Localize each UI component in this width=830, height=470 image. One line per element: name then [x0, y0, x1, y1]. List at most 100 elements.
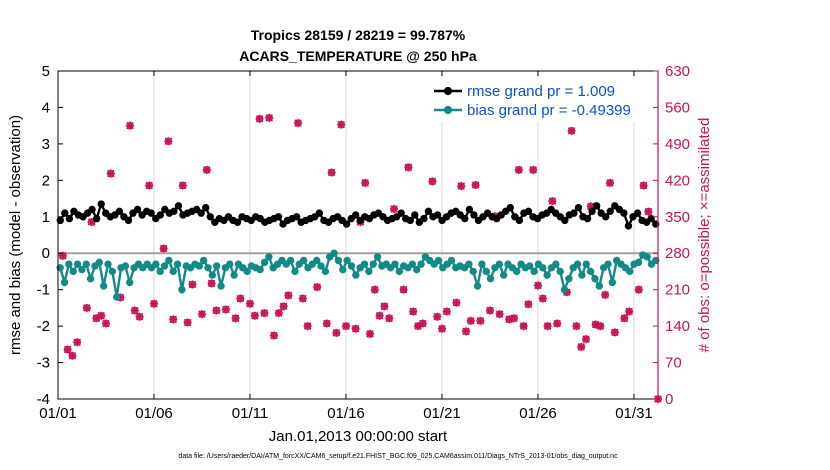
x-tick-label-0: 01/01: [39, 405, 77, 422]
obs-assimilated-point-87: [572, 322, 581, 331]
series-1-point-109: [530, 267, 538, 276]
obs-count-markers: [58, 113, 662, 403]
obs-assimilated-point-35: [274, 309, 283, 318]
legend-rmse-symbol-marker: [443, 86, 453, 96]
obs-assimilated-point-86: [567, 126, 576, 135]
obs-assimilated-point-4: [82, 303, 91, 312]
series-1-point-9: [95, 258, 104, 267]
series-0-point-78: [411, 211, 419, 219]
series-0-point-101: [515, 216, 524, 225]
series-0-point-32: [202, 203, 210, 212]
obs-assimilated-point-95: [610, 328, 619, 337]
legend-background: [429, 78, 640, 122]
obs-assimilated-point-6: [92, 314, 101, 323]
legend-rmse-label: rmse grand pr = 1.009: [467, 83, 615, 100]
obs-assimilated-point-75: [510, 314, 518, 323]
series-1-point-96: [473, 282, 482, 290]
y-right-tick-label-7: 140: [665, 318, 690, 335]
obs-assimilated-point-52: [375, 311, 384, 320]
series-1-point-133: [634, 258, 643, 267]
series-0-point-90: [465, 205, 474, 214]
series-1-point-22: [152, 260, 160, 268]
series-1-point-101: [495, 260, 504, 268]
series-1-point-126: [604, 260, 612, 268]
obs-assimilated-point-38: [294, 119, 302, 128]
obs-assimilated-point-89: [582, 335, 590, 344]
obs-assimilated-point-30: [250, 311, 259, 320]
obs-assimilated-point-46: [342, 322, 350, 331]
series-1-point-66: [343, 256, 351, 265]
series-1-point-68: [352, 271, 360, 279]
obs-assimilated-point-20: [183, 318, 192, 327]
obs-assimilated-point-77: [519, 322, 528, 331]
obs-assimilated-point-62: [433, 312, 442, 321]
y-tick-label-7: -2: [37, 318, 50, 335]
obs-assimilated-point-0: [58, 251, 67, 260]
y-axis-ticks: 5 4 3 2 1 0 -1 -2 -3 -4: [37, 63, 63, 408]
series-0-point-91: [470, 211, 478, 219]
series-0-point-1: [61, 209, 69, 217]
series-1-point-82: [412, 265, 421, 274]
obs-assimilated-point-44: [332, 328, 341, 337]
obs-assimilated-point-88: [577, 342, 586, 351]
series-1-point-15: [121, 262, 130, 270]
obs-assimilated-point-3: [73, 338, 82, 347]
obs-assimilated-point-73: [495, 310, 504, 319]
series-1-point-47: [260, 258, 269, 267]
series-1-point-43: [243, 267, 251, 276]
series-1-point-114: [552, 260, 560, 268]
series-0-point-116: [583, 214, 592, 223]
x-axis-label: Jan.01,2013 00:00:00 start: [269, 428, 448, 445]
series-1-point-13: [112, 293, 121, 301]
series-1-point-131: [626, 267, 634, 276]
series-1-point-48: [265, 253, 273, 261]
obs-assimilated-point-96: [620, 314, 629, 323]
y-right-tick-label-0: 630: [665, 63, 690, 80]
series-1-point-1: [60, 278, 69, 287]
series-1-point-78: [395, 267, 404, 276]
series-1-point-97: [478, 260, 486, 268]
obs-assimilated-point-15: [150, 299, 158, 308]
obs-assimilated-point-25: [212, 306, 221, 315]
series-0-point-31: [197, 209, 205, 217]
series-0-point-65: [352, 211, 360, 219]
series-1-point-122: [586, 267, 595, 276]
obs-assimilated-point-1: [63, 345, 72, 354]
series-1-point-28: [178, 285, 186, 294]
series-1-point-53: [286, 256, 295, 265]
y-right-tick-label-5: 280: [665, 245, 690, 262]
y-right-tick-label-8: 70: [665, 355, 682, 372]
series-1-point-2: [65, 260, 73, 268]
series-0-point-7: [88, 205, 96, 214]
series-0-point-80: [420, 214, 428, 223]
series-1-point-95: [469, 267, 477, 276]
series-0-point-121: [606, 207, 614, 216]
obs-assimilated-point-94: [606, 178, 614, 187]
series-1-point-25: [165, 256, 173, 265]
series-0-point-39: [233, 218, 242, 226]
series-1-point-33: [199, 256, 208, 265]
series-0-point-33: [206, 213, 214, 221]
series-1-point-4: [73, 260, 82, 268]
series-0-point-125: [624, 222, 633, 230]
y-right-tick-label-4: 350: [665, 209, 690, 226]
series-1-point-24: [160, 262, 169, 270]
obs-assimilated-point-13: [135, 312, 144, 321]
obs-assimilated-point-33: [265, 113, 274, 122]
series-1-point-11: [104, 260, 112, 268]
series-1-point-5: [78, 265, 86, 274]
legend-bias-symbol-marker: [443, 105, 453, 115]
series-1-point-6: [82, 260, 90, 268]
series-0-point-89: [461, 214, 469, 223]
obs-assimilated-point-2: [68, 351, 77, 360]
obs-assimilated-point-67: [462, 327, 470, 336]
obs-assimilated-point-54: [385, 314, 394, 323]
series-1-point-64: [334, 256, 343, 265]
series-1-point-12: [108, 267, 117, 276]
series-1-point-83: [417, 260, 425, 268]
obs-assimilated-point-55: [390, 204, 398, 213]
series-0-point-77: [406, 216, 414, 225]
obs-assimilated-point-16: [159, 244, 168, 253]
series-1-point-115: [556, 267, 564, 276]
obs-assimilated-point-18: [169, 315, 178, 324]
